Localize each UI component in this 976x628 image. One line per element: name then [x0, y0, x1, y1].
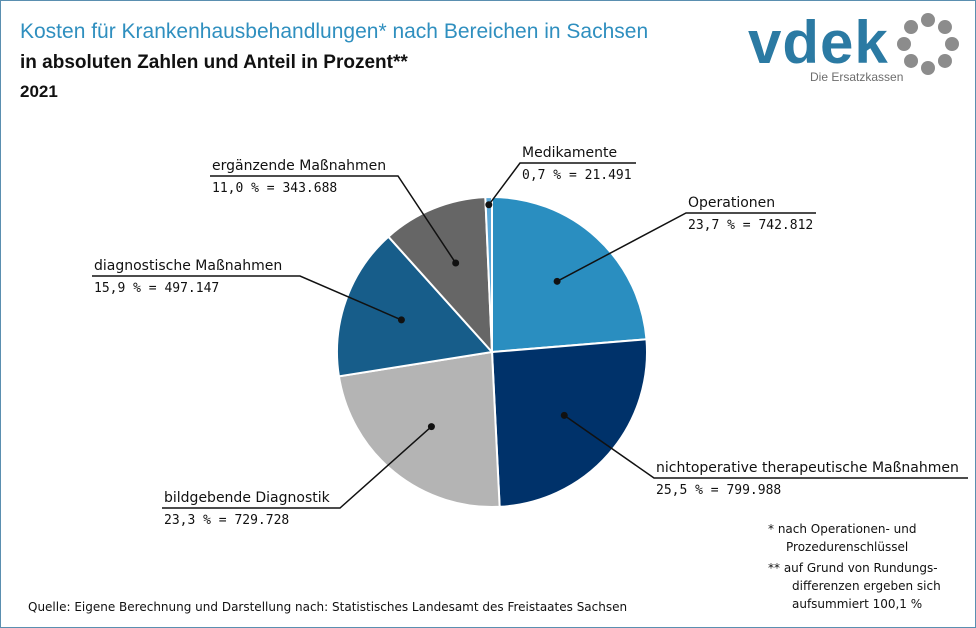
footnote-star-2-cont2: aufsummiert 100,1 % — [792, 597, 923, 611]
vdek-logo: vdek Die Ersatzkassen — [748, 9, 968, 92]
logo-tagline: Die Ersatzkassen — [810, 70, 904, 84]
slice-value-5: 11,0 % = 343.688 — [212, 181, 337, 196]
source-note: Quelle: Eigene Berechnung und Darstellun… — [28, 600, 628, 614]
chart-title: Kosten für Krankenhausbehandlungen* nach… — [20, 20, 649, 43]
slice-value-4: 15,9 % = 497.147 — [94, 281, 219, 296]
slice-value-2: 25,5 % = 799.988 — [656, 483, 781, 498]
footnote-star-2: ** auf Grund von Rundungs- — [768, 561, 938, 575]
chart-subtitle: in absoluten Zahlen und Anteil in Prozen… — [20, 52, 408, 73]
leader-line-6 — [488, 162, 636, 206]
slice-label-3: bildgebende Diagnostik — [164, 490, 331, 506]
logo-wordmark: vdek — [748, 9, 889, 76]
footnote-star-1: * nach Operationen- und — [768, 522, 917, 536]
slice-label-2: nichtoperative therapeutische Maßnahmen — [656, 460, 959, 476]
pie-slice-2 — [490, 338, 648, 508]
slice-value-3: 23,3 % = 729.728 — [164, 513, 289, 528]
footnote-star-1-cont: Prozedurenschlüssel — [786, 540, 909, 554]
pie-slice-6 — [484, 195, 493, 353]
leader-line-3 — [162, 426, 432, 509]
slice-label-1: Operationen — [688, 195, 775, 211]
slice-label-6: Medikamente — [522, 145, 617, 161]
slice-label-5: ergänzende Maßnahmen — [212, 158, 386, 174]
leader-line-2 — [563, 414, 968, 479]
slice-value-6: 0,7 % = 21.491 — [522, 168, 632, 183]
chart-year: 2021 — [20, 82, 58, 101]
pie-slice-4 — [336, 235, 494, 378]
leader-line-1 — [556, 212, 816, 282]
pie-slice-5 — [387, 196, 494, 355]
footnote-star-2-cont: differenzen ergeben sich — [792, 579, 941, 593]
leader-line-5 — [210, 175, 457, 264]
leader-line-4 — [92, 275, 402, 321]
slice-value-1: 23,7 % = 742.812 — [688, 218, 813, 233]
pie-slice-3 — [337, 350, 501, 508]
logo-ring-icon — [897, 13, 959, 75]
slice-label-4: diagnostische Maßnahmen — [94, 258, 282, 274]
